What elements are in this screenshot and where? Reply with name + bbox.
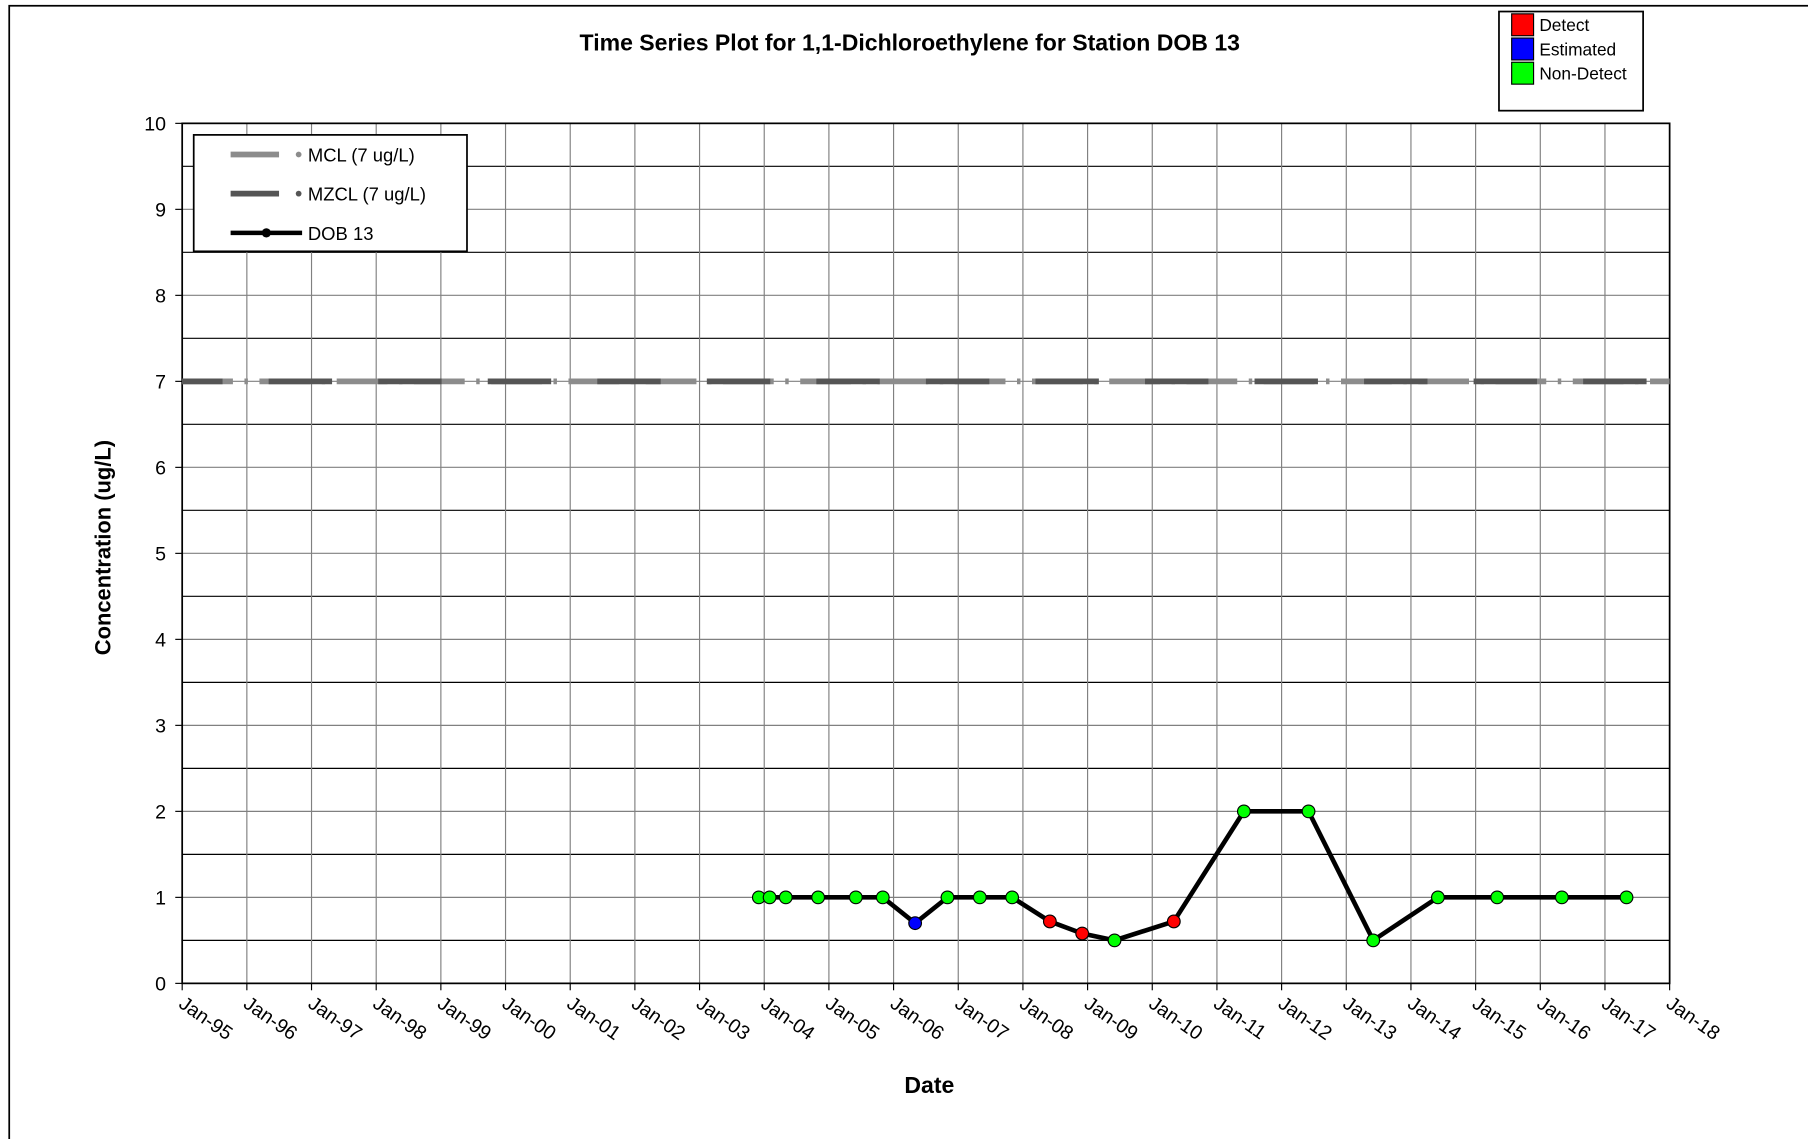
y-axis-label: Concentration (ug/L) bbox=[91, 440, 116, 655]
y-tick-label: 9 bbox=[155, 199, 166, 221]
data-point bbox=[1619, 890, 1634, 905]
data-point bbox=[1301, 804, 1316, 819]
data-point bbox=[972, 890, 987, 905]
data-point bbox=[1236, 804, 1251, 819]
chart-title: Time Series Plot for 1,1-Dichloroethylen… bbox=[580, 30, 1240, 56]
y-tick-label: 0 bbox=[155, 973, 166, 995]
data-point bbox=[1366, 933, 1381, 948]
y-tick-label: 2 bbox=[155, 801, 166, 823]
legend-label: DOB 13 bbox=[308, 223, 374, 244]
data-point bbox=[1107, 933, 1122, 948]
y-tick-label: 1 bbox=[155, 887, 166, 909]
y-tick-label: 3 bbox=[155, 715, 166, 737]
data-point bbox=[940, 890, 955, 905]
status-swatch bbox=[1511, 61, 1535, 85]
data-point bbox=[908, 916, 923, 931]
plot-border bbox=[181, 122, 1671, 985]
y-tick-label: 7 bbox=[155, 371, 166, 393]
y-tick-label: 10 bbox=[144, 113, 166, 135]
data-point bbox=[1005, 890, 1020, 905]
legend-label: MCL (7 ug/L) bbox=[308, 144, 415, 165]
y-tick-label: 6 bbox=[155, 457, 166, 479]
data-point bbox=[1042, 914, 1057, 929]
data-point bbox=[778, 890, 793, 905]
data-point bbox=[762, 890, 777, 905]
status-swatch bbox=[1511, 13, 1535, 37]
status-legend-label: Detect bbox=[1539, 15, 1589, 35]
data-point bbox=[875, 890, 890, 905]
data-point bbox=[1554, 890, 1569, 905]
status-swatch bbox=[1511, 37, 1535, 61]
legend-swatch-dot bbox=[295, 151, 302, 158]
status-legend-label: Non-Detect bbox=[1539, 64, 1627, 84]
data-point bbox=[1166, 914, 1181, 929]
y-tick-label: 4 bbox=[155, 629, 166, 651]
y-tick-label: 5 bbox=[155, 543, 166, 565]
data-point bbox=[811, 890, 826, 905]
data-point bbox=[1430, 890, 1445, 905]
y-tick-label: 8 bbox=[155, 285, 166, 307]
legend-label: MZCL (7 ug/L) bbox=[308, 184, 426, 205]
data-point bbox=[1490, 890, 1505, 905]
status-legend-label: Estimated bbox=[1539, 39, 1616, 59]
data-point bbox=[1075, 926, 1090, 941]
legend-swatch-dot bbox=[261, 228, 271, 238]
legend-swatch-dot bbox=[295, 190, 302, 197]
data-point bbox=[848, 890, 863, 905]
x-axis-label: Date bbox=[904, 1072, 954, 1098]
